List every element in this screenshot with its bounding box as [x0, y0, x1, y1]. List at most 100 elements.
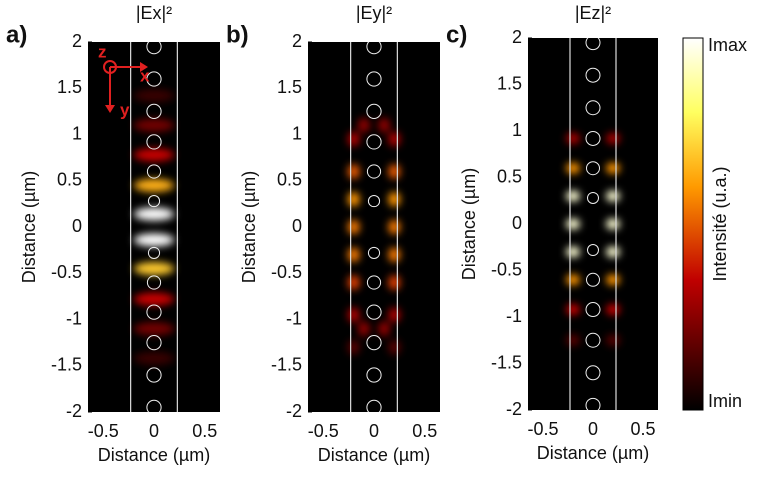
x-axis-label: Distance (µm)	[318, 445, 430, 465]
y-tick-label: 1.5	[497, 73, 522, 93]
field-spot	[133, 233, 175, 247]
y-tick-label: -0.5	[491, 259, 522, 279]
field-spot	[388, 164, 401, 179]
x-axis-label: Distance (µm)	[98, 445, 210, 465]
field-spot	[566, 218, 580, 230]
x-tick-label: 0.5	[630, 419, 655, 439]
y-tick-label: 0.5	[497, 166, 522, 186]
arrowhead-y	[105, 105, 115, 113]
y-tick-label: 0	[72, 216, 82, 236]
hole	[366, 399, 382, 412]
hole	[146, 164, 162, 179]
y-tick-label: 0.5	[57, 170, 82, 190]
hole	[585, 397, 601, 410]
panel-title: |Ey|²	[356, 3, 392, 23]
field-spot	[606, 190, 620, 202]
hole	[585, 38, 601, 51]
colorbar-max: Imax	[708, 35, 747, 55]
field-spot	[378, 321, 391, 337]
y-tick-label: -1	[286, 308, 302, 328]
field-spot	[388, 275, 401, 290]
field-spot	[606, 246, 620, 258]
x-tick-label: -0.5	[88, 421, 119, 441]
field-spot	[606, 132, 620, 145]
field-spot	[566, 246, 580, 258]
hole	[146, 71, 162, 87]
arrowhead-x	[140, 62, 148, 72]
field-spot	[347, 339, 360, 355]
y-tick-label: 2	[292, 31, 302, 51]
hole	[147, 195, 161, 208]
plot-background	[308, 42, 440, 412]
field-spot	[347, 247, 360, 263]
hole	[146, 399, 162, 412]
field-spot	[566, 190, 580, 202]
field-spot	[606, 303, 620, 316]
hole	[587, 191, 599, 204]
axis-annotation: z	[98, 42, 107, 61]
panel-label: a)	[6, 21, 27, 48]
field-spot	[388, 339, 401, 355]
hole	[586, 161, 600, 176]
y-tick-label: 0.5	[277, 170, 302, 190]
field-spot	[566, 274, 580, 286]
colorbar-label: Intensité (u.a.)	[710, 166, 730, 281]
y-tick-label: 0	[292, 216, 302, 236]
field-spot	[133, 178, 175, 192]
field-spot	[378, 117, 391, 133]
y-axis-label: Distance (µm)	[239, 171, 259, 283]
y-tick-label: -1	[506, 306, 522, 326]
y-tick-label: -1	[66, 308, 82, 328]
hole	[147, 246, 161, 259]
hole	[146, 42, 162, 55]
y-axis-label: Distance (µm)	[459, 168, 479, 280]
field-spot	[347, 164, 360, 179]
field-spot	[606, 162, 620, 174]
hole	[585, 302, 601, 318]
field-spot	[357, 321, 370, 337]
hole	[367, 195, 381, 208]
y-tick-label: 1	[292, 123, 302, 143]
field-spots	[133, 89, 175, 365]
x-tick-label: -0.5	[308, 421, 339, 441]
plot-area	[566, 38, 620, 410]
y-tick-label: -1.5	[271, 355, 302, 375]
y-tick-label: 1.5	[277, 77, 302, 97]
x-axis-label: Distance (µm)	[537, 443, 649, 463]
hole	[585, 365, 601, 381]
hole	[146, 103, 162, 119]
field-spot	[133, 322, 175, 336]
field-spot	[133, 207, 175, 221]
field-spot	[347, 307, 360, 323]
y-tick-label: -1.5	[491, 352, 522, 372]
x-tick-label: 0	[369, 421, 379, 441]
x-tick-label: 0	[149, 421, 159, 441]
field-spot	[566, 162, 580, 174]
panel-label: c)	[446, 21, 467, 48]
field-spot	[566, 132, 580, 145]
hole	[366, 71, 382, 87]
hole	[587, 244, 599, 257]
y-tick-label: 0	[512, 213, 522, 233]
hole	[366, 42, 382, 55]
hole	[146, 335, 162, 351]
hole	[367, 246, 381, 259]
y-tick-label: 1.5	[57, 77, 82, 97]
field-spot	[133, 351, 175, 365]
field-spot	[388, 219, 401, 235]
hole	[585, 67, 601, 83]
axis-annotation: x	[140, 66, 150, 85]
colorbar	[682, 37, 704, 411]
field-spot	[388, 307, 401, 323]
field-spot	[133, 262, 175, 276]
hole	[366, 103, 382, 119]
field-spot	[133, 292, 175, 306]
y-tick-label: 1	[72, 123, 82, 143]
field-spot	[347, 131, 360, 147]
field-spot	[388, 131, 401, 147]
y-tick-label: -0.5	[271, 262, 302, 282]
field-spot	[347, 191, 360, 207]
plot-background	[528, 38, 658, 410]
x-tick-label: -0.5	[527, 419, 558, 439]
